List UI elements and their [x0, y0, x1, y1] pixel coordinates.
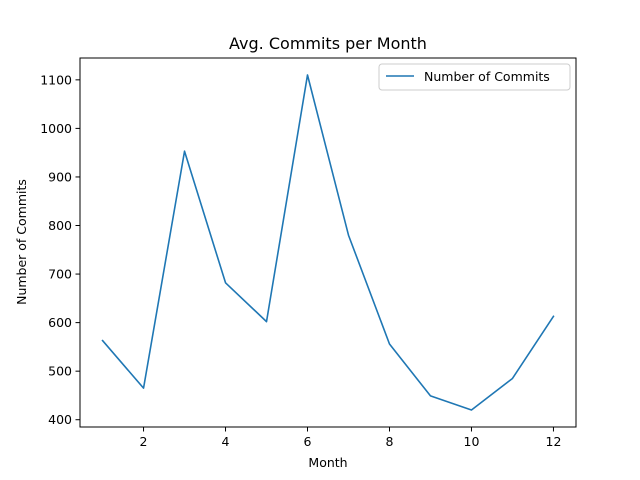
x-tick-label: 12: [546, 434, 562, 449]
x-tick-label: 4: [222, 434, 230, 449]
y-tick-label: 400: [48, 412, 72, 427]
y-tick-label: 1000: [40, 121, 72, 136]
x-tick-label: 6: [304, 434, 312, 449]
y-tick-label: 500: [48, 364, 72, 379]
series-line-0: [101, 74, 555, 411]
x-tick-label: 10: [464, 434, 480, 449]
x-axis-label: Month: [308, 455, 347, 470]
chart-title: Avg. Commits per Month: [229, 34, 427, 53]
legend-box: [378, 63, 571, 91]
y-tick-label: 700: [48, 267, 72, 282]
x-tick-label: 2: [140, 434, 148, 449]
y-axis-label: Number of Commits: [14, 179, 29, 305]
y-tick-label: 800: [48, 218, 72, 233]
legend: Number of Commits: [378, 63, 571, 91]
y-tick-label: 600: [48, 315, 72, 330]
axes-frame: [79, 57, 577, 428]
legend-label: Number of Commits: [424, 69, 550, 84]
y-tick-label: 900: [48, 169, 72, 184]
x-tick-label: 8: [386, 434, 394, 449]
y-tick-label: 1100: [40, 72, 72, 87]
plot-area: 2 4 6 8 10 12 400 500 600 700 800 900 1000 1100: [40, 57, 577, 449]
